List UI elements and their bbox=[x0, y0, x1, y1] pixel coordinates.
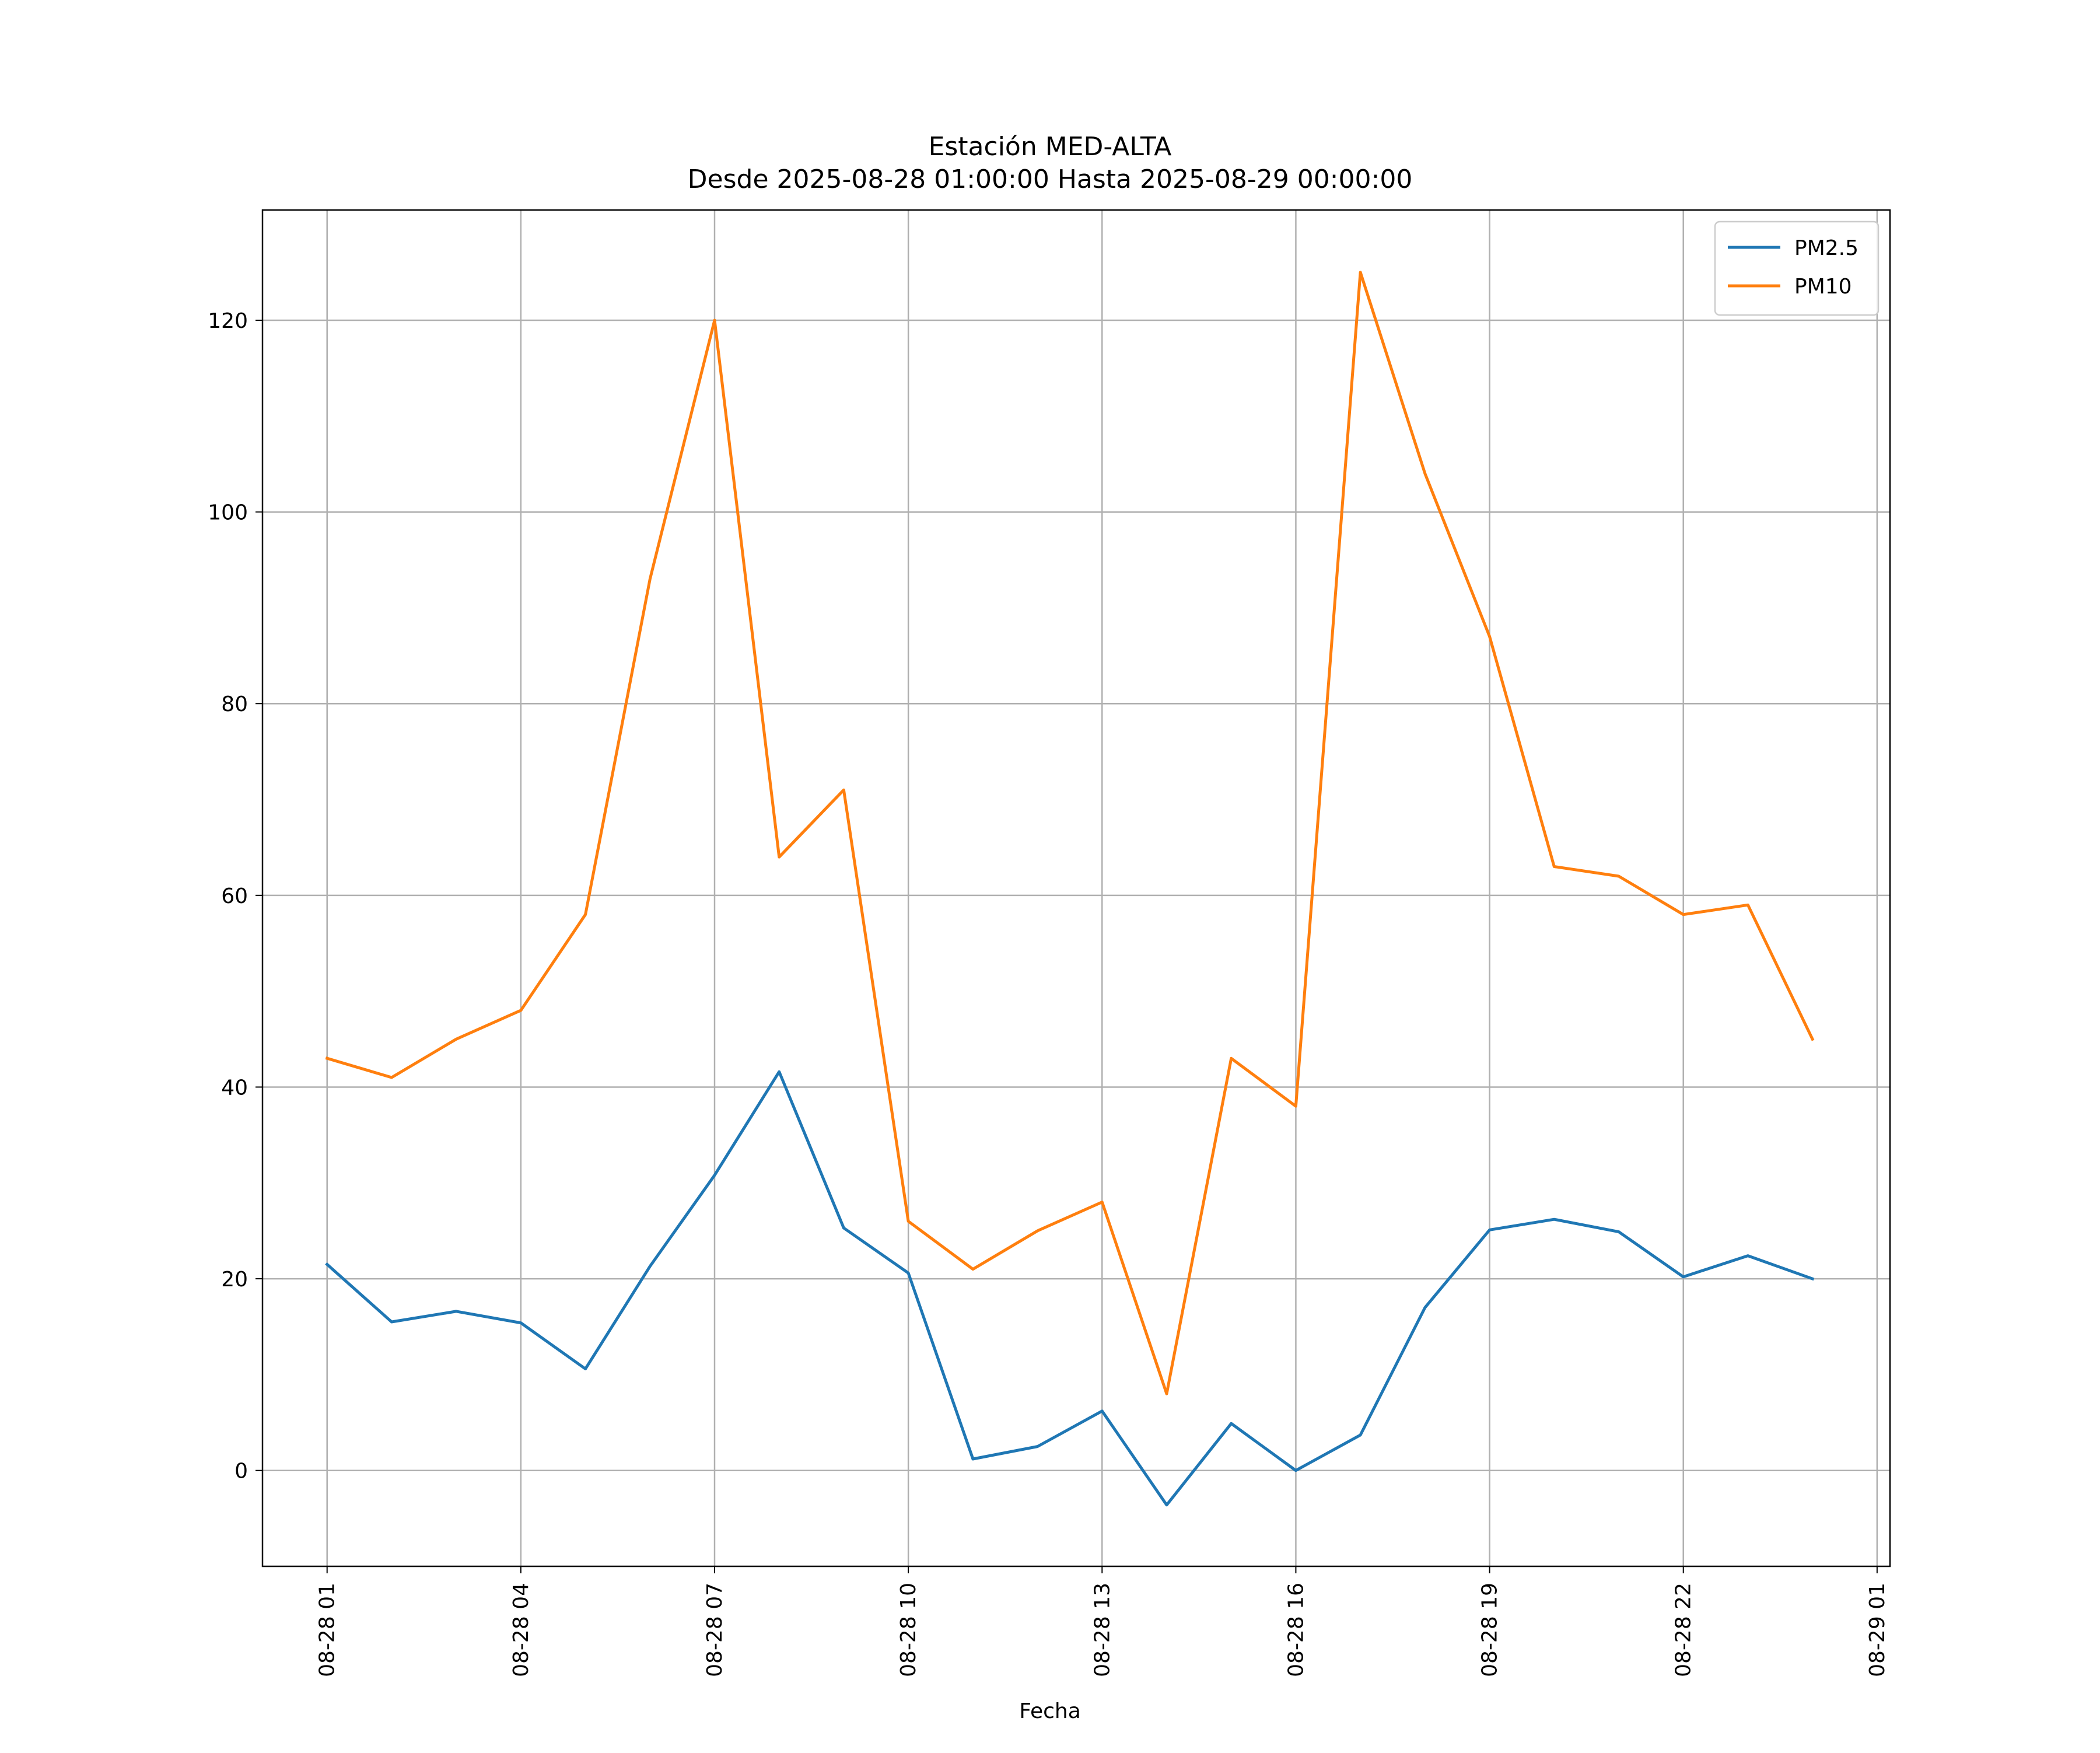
x-axis-label: Fecha bbox=[1019, 1699, 1081, 1723]
axes: 08-28 01 08-28 04 08-28 07 08-28 10 08-28 13… bbox=[208, 209, 1891, 1677]
series-line-pm10 bbox=[325, 271, 1815, 1395]
y-tick-label: 40 bbox=[221, 1076, 248, 1100]
y-tick-label: 120 bbox=[208, 309, 248, 333]
x-tick-label: 08-28 22 bbox=[1672, 1583, 1696, 1677]
legend-label-pm2-5: PM2.5 bbox=[1794, 236, 1859, 260]
x-tick-label: 08-28 07 bbox=[703, 1583, 727, 1677]
y-tick-label: 0 bbox=[235, 1460, 248, 1483]
x-tick-label: 08-28 13 bbox=[1090, 1583, 1114, 1677]
grid bbox=[262, 210, 1890, 1566]
legend-box bbox=[1714, 221, 1880, 316]
y-tick-label: 80 bbox=[221, 692, 248, 716]
y-tick-label: 20 bbox=[221, 1268, 248, 1292]
legend-label-pm10: PM10 bbox=[1794, 275, 1852, 299]
series-line-pm2-5 bbox=[325, 1070, 1815, 1507]
plot-frame bbox=[261, 209, 1891, 1567]
x-tick-label: 08-28 01 bbox=[316, 1583, 340, 1677]
chart-title: Estación MED-ALTA bbox=[929, 132, 1172, 162]
legend: PM2.5 PM10 bbox=[1714, 221, 1880, 316]
x-tick-label: 08-28 04 bbox=[509, 1583, 533, 1677]
y-tick-label: 100 bbox=[208, 501, 248, 525]
x-tick-label: 08-28 10 bbox=[897, 1583, 921, 1677]
y-tick-label: 60 bbox=[221, 884, 248, 908]
series-lines bbox=[325, 271, 1815, 1507]
x-tick-label: 08-28 19 bbox=[1478, 1583, 1502, 1677]
x-tick-label: 08-29 01 bbox=[1866, 1583, 1889, 1677]
x-tick-label: 08-28 16 bbox=[1284, 1583, 1308, 1677]
chart-subtitle: Desde 2025-08-28 01:00:00 Hasta 2025-08-… bbox=[688, 165, 1413, 194]
